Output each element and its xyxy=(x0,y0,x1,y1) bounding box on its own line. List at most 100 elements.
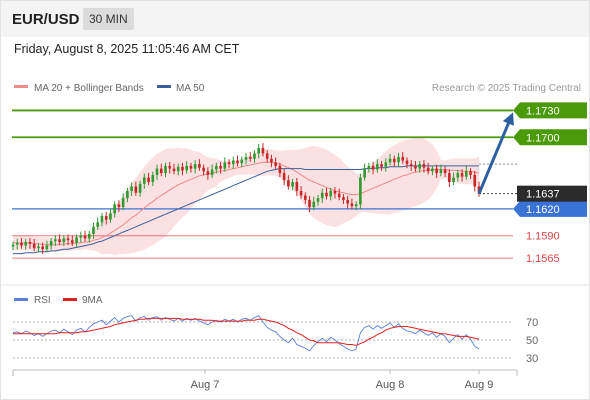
candle-body xyxy=(401,156,405,161)
candle-body xyxy=(329,190,333,197)
rsi-tick-30: 30 xyxy=(526,353,538,365)
candle-body xyxy=(367,165,371,169)
candle-body xyxy=(350,203,354,207)
candle-body xyxy=(231,160,235,165)
timeframe-badge[interactable]: 30 MIN xyxy=(83,8,134,30)
legend-label-ma50: MA 50 xyxy=(176,83,205,94)
candle-body xyxy=(100,216,104,223)
rsi-legend: RSI 9MA xyxy=(14,295,103,306)
candle-body xyxy=(291,182,294,187)
candle-body xyxy=(11,244,15,247)
candle-body xyxy=(66,238,70,241)
candle-body xyxy=(134,186,138,193)
candle-body xyxy=(151,174,155,183)
candle-body xyxy=(70,240,74,243)
candle-body xyxy=(257,148,261,154)
candle-body xyxy=(299,190,303,196)
candle-body xyxy=(359,177,362,205)
candle-body xyxy=(316,198,320,202)
candle-body xyxy=(337,193,341,198)
candle-body xyxy=(240,159,244,164)
candle-body xyxy=(109,213,112,220)
candle-body xyxy=(342,197,345,200)
chart-legend: MA 20 + Bollinger Bands MA 50 Research ©… xyxy=(14,83,581,94)
level-tag-1.1700 xyxy=(513,129,587,146)
candle-body xyxy=(244,156,248,160)
candle-body xyxy=(452,177,455,183)
candle-body xyxy=(473,174,477,187)
candle-body xyxy=(202,167,205,172)
candle-body xyxy=(464,171,468,177)
candle-body xyxy=(274,162,277,166)
candle-body xyxy=(147,177,150,183)
candle-body xyxy=(92,226,95,234)
level-label-1.1700: 1.1700 xyxy=(526,132,560,144)
candle-body xyxy=(380,164,383,167)
candle-body xyxy=(121,198,125,208)
candle-body xyxy=(130,186,133,191)
candle-body xyxy=(176,166,180,172)
candle-body xyxy=(405,160,409,165)
candle-body xyxy=(308,199,311,208)
candle-body xyxy=(24,241,28,246)
candle-body xyxy=(295,182,299,191)
candle-body xyxy=(460,173,464,177)
candle-body xyxy=(282,173,286,181)
candle-body xyxy=(96,222,100,227)
candle-body xyxy=(354,204,358,207)
candle-body xyxy=(58,239,61,242)
candle-body xyxy=(278,165,282,174)
x-tick-label-1: Aug 8 xyxy=(376,379,405,391)
candle-body xyxy=(164,165,167,174)
x-axis: Aug 7 Aug 8 Aug 9 xyxy=(12,369,518,391)
price-level-labels: 1.1730 1.1700 1.1620 1.1590 1.1565 1.1637 xyxy=(513,102,587,265)
candle-body xyxy=(422,164,426,168)
candle-body xyxy=(456,173,460,178)
rsi-line-rsi xyxy=(12,315,480,352)
candle-body xyxy=(435,168,438,174)
candle-body xyxy=(75,237,78,243)
candle-body xyxy=(312,201,316,208)
level-label-1.1565: 1.1565 xyxy=(526,253,560,265)
legend-label-ma20: MA 20 + Bollinger Bands xyxy=(34,83,144,94)
candle-body xyxy=(287,180,290,187)
candle-body xyxy=(15,242,19,245)
candle-body xyxy=(371,165,375,170)
candle-body xyxy=(54,239,57,242)
candle-body xyxy=(227,162,231,165)
price-levels xyxy=(12,109,517,259)
candle-body xyxy=(193,164,197,169)
candle-body xyxy=(159,168,163,174)
candle-body xyxy=(431,168,434,172)
candle-body xyxy=(155,168,159,175)
candle-body xyxy=(376,164,379,170)
candle-body xyxy=(41,246,44,250)
level-label-1.1620: 1.1620 xyxy=(526,204,560,216)
candle-body xyxy=(206,171,210,175)
candle-body xyxy=(426,167,430,172)
datetime-label: Friday, August 8, 2025 11:05:46 AM CET xyxy=(14,42,240,56)
candle-body xyxy=(168,165,172,169)
candle-body xyxy=(185,165,189,171)
candle-body xyxy=(248,156,252,159)
candle-body xyxy=(210,169,214,175)
candle-body xyxy=(37,246,40,249)
credit-label: Research © 2025 Trading Central xyxy=(432,83,581,94)
legend-swatch-ma50 xyxy=(157,85,171,88)
level-tag-1.1620 xyxy=(513,200,587,217)
candle-body xyxy=(87,233,91,239)
moving-averages xyxy=(13,161,480,255)
rsi-tick-50: 50 xyxy=(526,335,538,347)
candle-body xyxy=(215,165,218,170)
candle-body xyxy=(126,190,129,199)
forecast-arrow-head xyxy=(502,112,514,126)
rsi-panel: 70 50 30 xyxy=(12,315,538,365)
current-price-tag xyxy=(517,185,587,202)
candle-body xyxy=(172,168,176,172)
candle-body xyxy=(113,204,116,214)
level-label-1.1730: 1.1730 xyxy=(526,105,560,117)
level-tag-1.1730 xyxy=(513,102,587,119)
candle-body xyxy=(79,235,83,238)
candle-body xyxy=(414,165,417,169)
candle-body xyxy=(138,183,142,193)
